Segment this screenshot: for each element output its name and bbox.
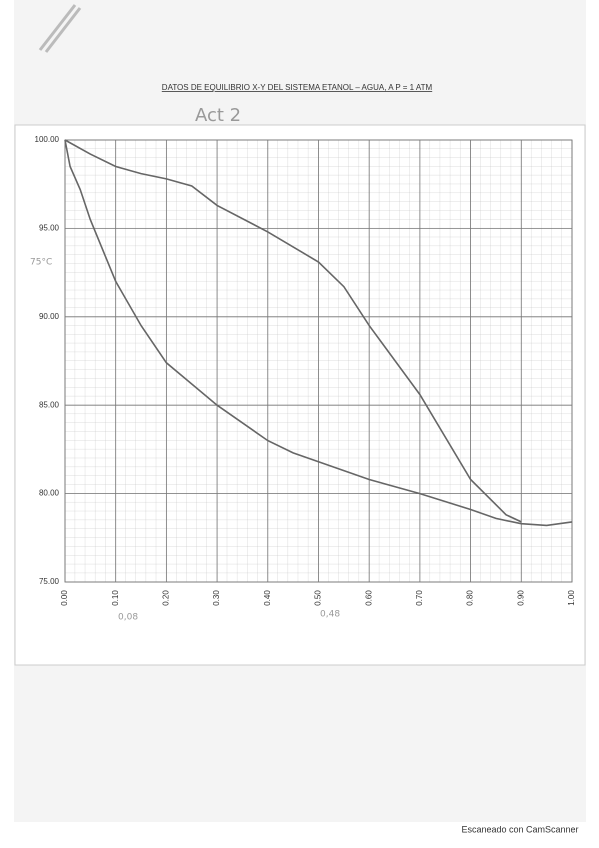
x-tick-label: 0.60 bbox=[364, 590, 373, 606]
x-tick-label: 0.70 bbox=[415, 590, 424, 606]
data-line bbox=[64, 139, 573, 527]
x-tick-label: 0.20 bbox=[162, 590, 171, 606]
x-tick-label: 0.40 bbox=[263, 590, 272, 606]
y-tick-label: 85.00 bbox=[39, 400, 60, 409]
y-tick-label: 95.00 bbox=[39, 224, 60, 233]
x-tick-label: 0.90 bbox=[516, 590, 525, 606]
annotation: 75°C bbox=[30, 258, 52, 268]
y-tick-label: 90.00 bbox=[39, 312, 60, 321]
y-tick-label: 100.00 bbox=[35, 135, 60, 144]
data-line bbox=[64, 139, 522, 523]
x-tick-label: 0.80 bbox=[466, 590, 475, 606]
footer: Escaneado con CamScanner bbox=[461, 824, 578, 834]
x-tick-label: 0.00 bbox=[60, 590, 69, 606]
annotation: 0,08 bbox=[118, 613, 138, 623]
annotation: 0,48 bbox=[320, 610, 340, 620]
annotation: Act 2 bbox=[195, 105, 241, 126]
y-tick-label: 80.00 bbox=[39, 489, 60, 498]
y-tick-label: 75.00 bbox=[39, 577, 60, 586]
paperclip bbox=[38, 4, 82, 53]
x-tick-label: 0.50 bbox=[314, 590, 323, 606]
x-tick-label: 1.00 bbox=[567, 590, 576, 606]
x-tick-label: 0.30 bbox=[212, 590, 221, 606]
chart-title: DATOS DE EQUILIBRIO X-Y DEL SISTEMA ETAN… bbox=[162, 83, 433, 92]
x-tick-label: 0.10 bbox=[111, 590, 120, 606]
